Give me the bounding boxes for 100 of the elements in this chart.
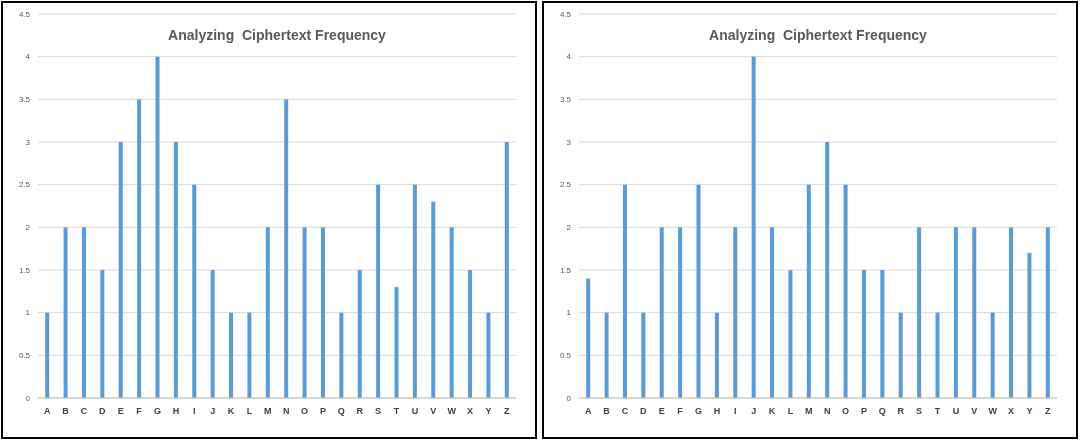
x-tick-label: J <box>751 406 757 416</box>
x-tick-label: T <box>393 406 400 416</box>
x-tick-label: E <box>117 406 124 416</box>
y-tick-label: 4 <box>25 52 31 62</box>
x-tick-label: V <box>971 406 978 416</box>
y-tick-label: 4 <box>566 52 572 62</box>
x-tick-label: U <box>952 406 960 416</box>
x-tick-label: Y <box>1026 406 1033 416</box>
bar <box>696 184 701 398</box>
y-tick-label: 1.5 <box>18 265 31 275</box>
bar <box>678 227 683 398</box>
bar <box>898 312 903 398</box>
x-tick-label: F <box>677 406 684 416</box>
bar <box>935 312 940 398</box>
x-tick-label: K <box>768 406 776 416</box>
bar <box>953 227 958 398</box>
bar <box>770 227 775 398</box>
x-tick-label: Z <box>504 406 511 416</box>
y-tick-label: 4.5 <box>18 9 31 19</box>
text: Analyzing Ciphertext Frequency <box>709 27 928 43</box>
y-tick-label: 3.5 <box>559 94 572 104</box>
x-tick-label: N <box>282 406 290 416</box>
y-tick-label: 2.5 <box>18 180 31 190</box>
bar <box>751 56 756 398</box>
x-tick-label: E <box>658 406 665 416</box>
bar <box>843 184 848 398</box>
bar <box>788 270 793 398</box>
bar <box>861 270 866 398</box>
x-tick-label: Q <box>337 406 345 416</box>
x-tick-label: G <box>153 406 162 416</box>
x-tick-label: I <box>734 406 737 416</box>
bar <box>284 99 289 398</box>
x-tick-label: A <box>43 406 51 416</box>
bar <box>45 312 50 398</box>
x-tick-label: H <box>713 406 721 416</box>
x-tick-label: M <box>264 406 272 416</box>
y-tick-label: 1 <box>566 308 572 318</box>
bar <box>917 227 922 398</box>
bar <box>412 184 417 398</box>
y-tick-label: 2.5 <box>559 180 572 190</box>
x-tick-label: L <box>787 406 794 416</box>
bar <box>622 184 627 398</box>
x-tick-label: W <box>988 406 998 416</box>
y-tick-label: 3 <box>566 137 572 147</box>
bar <box>302 227 307 398</box>
y-tick-label: 2 <box>566 222 572 232</box>
x-tick-label: N <box>823 406 831 416</box>
bar <box>468 270 473 398</box>
x-tick-label: B <box>603 406 611 416</box>
x-tick-label: T <box>934 406 941 416</box>
x-tick-label: R <box>356 406 364 416</box>
bar <box>357 270 362 398</box>
x-tick-label: D <box>99 406 107 416</box>
y-tick-label: 1 <box>25 308 31 318</box>
y-tick-label: 0.5 <box>559 350 572 360</box>
bar <box>210 270 215 398</box>
x-tick-label: P <box>860 406 867 416</box>
x-tick-label: X <box>467 406 474 416</box>
y-tick-label: 0.5 <box>18 350 31 360</box>
bar <box>586 278 591 398</box>
x-tick-label: O <box>301 406 309 416</box>
y-tick-label: 2 <box>25 222 31 232</box>
bar <box>137 99 142 398</box>
x-tick-label: U <box>411 406 419 416</box>
bar <box>604 312 609 398</box>
bar <box>155 56 160 398</box>
x-tick-label: C <box>80 406 88 416</box>
x-tick-label: P <box>319 406 326 416</box>
bar <box>659 227 664 398</box>
x-tick-label: V <box>430 406 437 416</box>
bar <box>641 312 646 398</box>
x-tick-label: A <box>584 406 592 416</box>
x-tick-label: B <box>62 406 70 416</box>
bar <box>376 184 381 398</box>
bar <box>320 227 325 398</box>
x-tick-label: I <box>193 406 196 416</box>
x-tick-label: W <box>447 406 457 416</box>
bar <box>81 227 86 398</box>
bar <box>714 312 719 398</box>
bar <box>431 201 436 398</box>
x-tick-label: H <box>172 406 180 416</box>
x-tick-label: G <box>694 406 703 416</box>
bar <box>504 142 509 398</box>
y-tick-label: 1.5 <box>559 265 572 275</box>
x-tick-label: J <box>210 406 216 416</box>
bar <box>192 184 197 398</box>
bar <box>339 312 344 398</box>
bar <box>394 287 399 398</box>
bar <box>63 227 68 398</box>
y-tick-label: 3 <box>25 137 31 147</box>
bar <box>1045 227 1050 398</box>
x-tick-label: F <box>136 406 143 416</box>
x-tick-label: O <box>842 406 850 416</box>
x-tick-label: D <box>640 406 648 416</box>
x-tick-label: S <box>375 406 382 416</box>
x-tick-label: R <box>897 406 905 416</box>
bar <box>118 142 123 398</box>
bar <box>486 312 491 398</box>
x-tick-label: K <box>227 406 235 416</box>
bar <box>173 142 178 398</box>
